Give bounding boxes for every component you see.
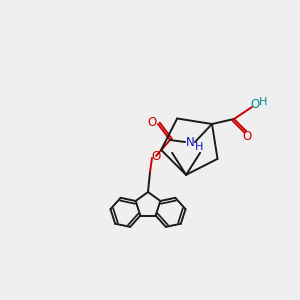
Text: H: H — [195, 142, 203, 152]
Text: O: O — [147, 116, 157, 130]
Text: N: N — [186, 136, 194, 148]
Text: H: H — [259, 97, 267, 107]
Text: O: O — [242, 130, 252, 143]
Text: O: O — [152, 149, 160, 163]
Text: O: O — [250, 98, 260, 110]
